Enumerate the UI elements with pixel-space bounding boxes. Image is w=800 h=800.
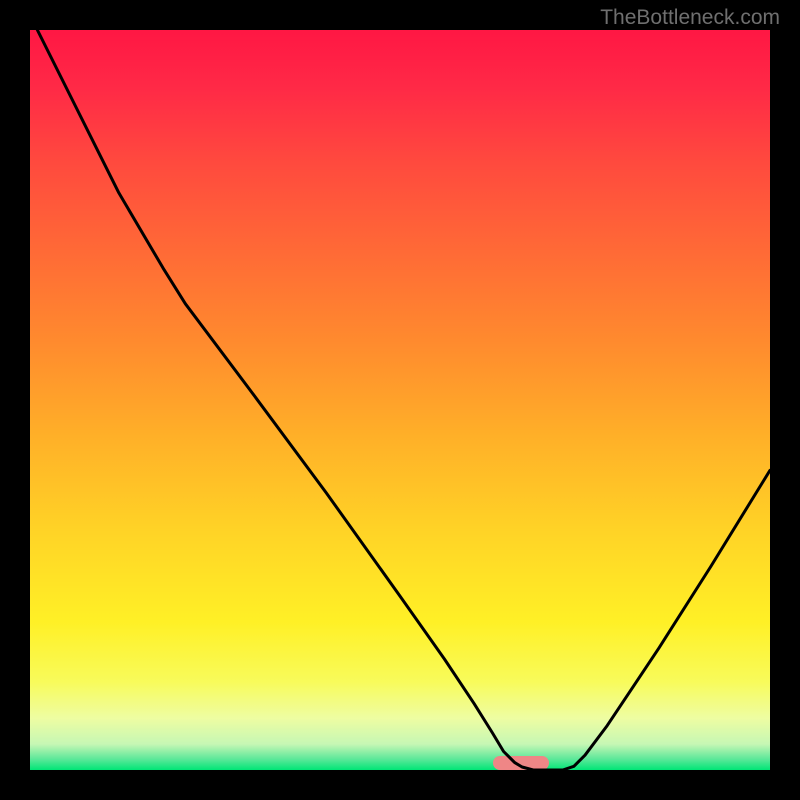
bottleneck-curve — [30, 30, 770, 770]
watermark-text: TheBottleneck.com — [600, 6, 780, 30]
chart-plot-area — [30, 30, 770, 770]
